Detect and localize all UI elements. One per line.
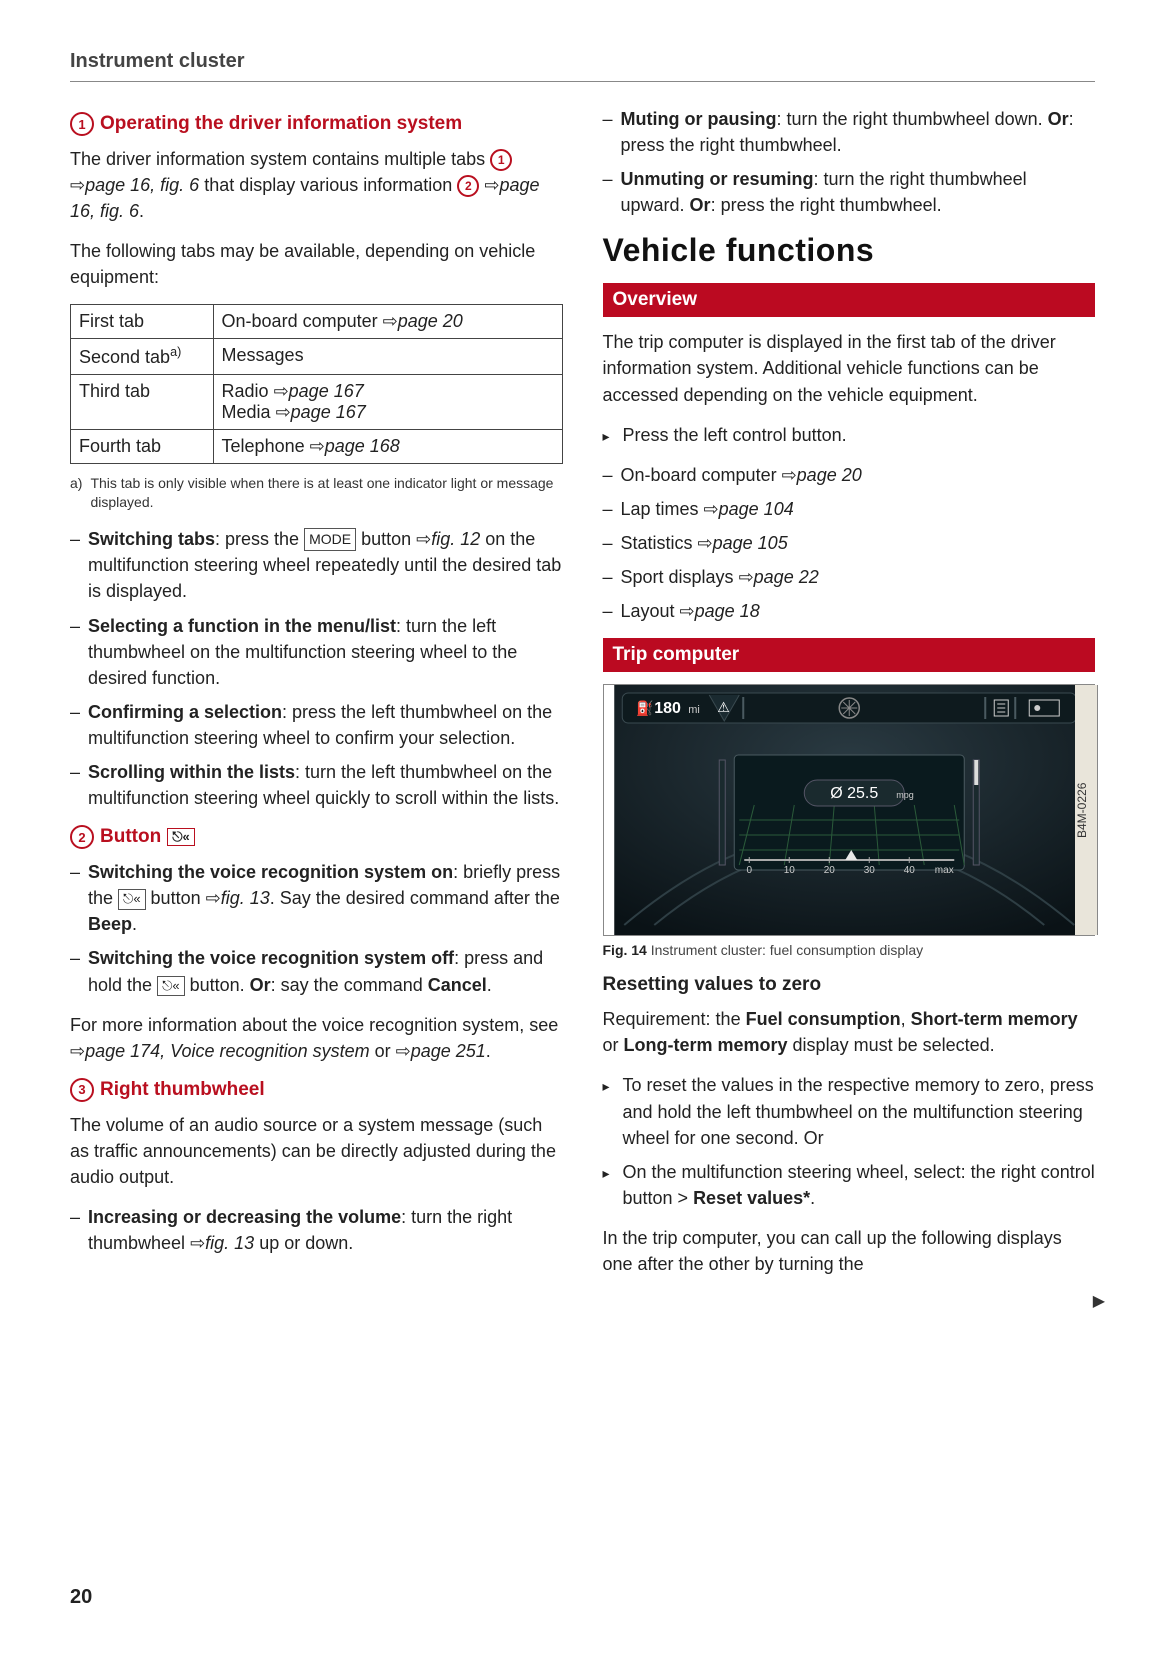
running-head: Instrument cluster [70, 50, 1095, 82]
footnote-text: This tab is only visible when there is a… [90, 474, 562, 512]
list-item: Switching tabs: press the MODE button ⇨f… [70, 526, 563, 604]
resetting-requirement: Requirement: the Fuel consumption, Short… [603, 1006, 1096, 1058]
list-item: Press the left control button. [603, 422, 1096, 448]
cell: Fourth tab [71, 430, 214, 464]
resetting-heading: Resetting values to zero [603, 974, 1096, 996]
trip-trailing-text: In the trip computer, you can call up th… [603, 1225, 1096, 1277]
svg-text:Ø 25.5: Ø 25.5 [830, 785, 878, 802]
list-item: Statistics ⇨page 105 [603, 530, 1096, 556]
sec2-list: Switching the voice recognition system o… [70, 859, 563, 997]
voice-button-icon: ⎋« [118, 889, 146, 910]
section-1-title: Operating the driver information system [100, 113, 462, 135]
list-item: Confirming a selection: press the left t… [70, 699, 563, 751]
list-item: Increasing or decreasing the volume: tur… [70, 1204, 563, 1256]
list-item: Lap times ⇨page 104 [603, 496, 1096, 522]
continued-arrow-icon: ▶ [1093, 1291, 1105, 1311]
sec1-para-2: The following tabs may be available, dep… [70, 238, 563, 290]
sec2-para-after: For more information about the voice rec… [70, 1012, 563, 1064]
right-column: Muting or pausing: turn the right thumbw… [603, 106, 1096, 1291]
resetting-steps: To reset the values in the respective me… [603, 1072, 1096, 1210]
overview-para: The trip computer is displayed in the fi… [603, 329, 1096, 407]
list-item: To reset the values in the respective me… [603, 1072, 1096, 1150]
section-3-title: Right thumbwheel [100, 1079, 265, 1101]
section-2-title: Button [100, 826, 161, 848]
svg-text:⚠: ⚠ [717, 699, 730, 715]
list-item: Unmuting or resuming: turn the right thu… [603, 166, 1096, 218]
overview-action-list: Press the left control button. [603, 422, 1096, 448]
sec1-para-1: The driver information system contains m… [70, 146, 563, 224]
xref: page 16, fig. 6 [85, 175, 199, 195]
cell: Radio ⇨page 167 Media ⇨page 167 [213, 375, 562, 430]
overview-items-list: On-board computer ⇨page 20 Lap times ⇨pa… [603, 462, 1096, 624]
svg-text:mpg: mpg [896, 790, 914, 800]
svg-text:mi: mi [688, 704, 700, 716]
two-column-layout: 1 Operating the driver information syste… [70, 106, 1095, 1291]
svg-text:180: 180 [654, 700, 681, 717]
list-item: Layout ⇨page 18 [603, 598, 1096, 624]
figure-14: B4M-0226 ⛽ 180 mi ⚠ [603, 684, 1096, 936]
figure-14-caption: Fig. 14 Instrument cluster: fuel consump… [603, 942, 1096, 958]
cell: First tab [71, 305, 214, 339]
left-column: 1 Operating the driver information syste… [70, 106, 563, 1291]
sec3-list: Increasing or decreasing the volume: tur… [70, 1204, 563, 1256]
svg-text:0: 0 [746, 865, 752, 876]
list-item: Switching the voice recognition system o… [70, 945, 563, 997]
list-item: Scrolling within the lists: turn the lef… [70, 759, 563, 811]
circled-2-icon: 2 [70, 825, 94, 849]
list-item: On-board computer ⇨page 20 [603, 462, 1096, 488]
table-row: Fourth tab Telephone ⇨page 168 [71, 430, 563, 464]
table-row: Third tab Radio ⇨page 167 Media ⇨page 16… [71, 375, 563, 430]
cell: Third tab [71, 375, 214, 430]
section-1-heading: 1 Operating the driver information syste… [70, 112, 563, 136]
list-item: Selecting a function in the menu/list: t… [70, 613, 563, 691]
mode-button-icon: MODE [304, 528, 356, 550]
sec3-para-1: The volume of an audio source or a syste… [70, 1112, 563, 1190]
circled-1-icon: 1 [70, 112, 94, 136]
cell: Telephone ⇨page 168 [213, 430, 562, 464]
page: Instrument cluster 1 Operating the drive… [0, 0, 1165, 1653]
trip-computer-bar: Trip computer [603, 638, 1096, 672]
footnote-mark: a) [70, 474, 82, 512]
overview-bar: Overview [603, 283, 1096, 317]
svg-text:20: 20 [823, 865, 835, 876]
svg-text:10: 10 [783, 865, 795, 876]
xref-arrow-icon: ⇨ [70, 175, 85, 195]
fuel-consumption-display: ⛽ 180 mi ⚠ [604, 685, 1095, 935]
voice-button-icon: ⎋« [167, 828, 195, 846]
svg-text:max: max [934, 865, 953, 876]
text: The driver information system contains m… [70, 149, 490, 169]
sec1-list: Switching tabs: press the MODE button ⇨f… [70, 526, 563, 811]
footnote: a) This tab is only visible when there i… [70, 474, 563, 512]
svg-text:30: 30 [863, 865, 875, 876]
list-item: Switching the voice recognition system o… [70, 859, 563, 937]
vehicle-functions-heading: Vehicle functions [603, 232, 1096, 269]
voice-button-icon: ⎋« [157, 976, 185, 997]
section-2-heading: 2 Button ⎋« [70, 825, 563, 849]
list-item: Muting or pausing: turn the right thumbw… [603, 106, 1096, 158]
svg-text:40: 40 [903, 865, 915, 876]
table-row: Second taba) Messages [71, 339, 563, 375]
figure-side-code: B4M-0226 [1075, 685, 1098, 935]
xref-arrow-icon: ⇨ [484, 175, 499, 195]
text: that display various information [199, 175, 457, 195]
inline-circled-1-icon: 1 [490, 149, 512, 171]
list-item: Sport displays ⇨page 22 [603, 564, 1096, 590]
svg-text:⛽: ⛽ [636, 700, 653, 717]
cell: Second taba) [71, 339, 214, 375]
circled-3-icon: 3 [70, 1078, 94, 1102]
table-row: First tab On-board computer ⇨page 20 [71, 305, 563, 339]
cell: Messages [213, 339, 562, 375]
right-top-list: Muting or pausing: turn the right thumbw… [603, 106, 1096, 218]
inline-circled-2-icon: 2 [457, 175, 479, 197]
list-item: On the multifunction steering wheel, sel… [603, 1159, 1096, 1211]
section-3-heading: 3 Right thumbwheel [70, 1078, 563, 1102]
tabs-table: First tab On-board computer ⇨page 20 Sec… [70, 304, 563, 464]
cell: On-board computer ⇨page 20 [213, 305, 562, 339]
page-number: 20 [70, 1586, 92, 1609]
